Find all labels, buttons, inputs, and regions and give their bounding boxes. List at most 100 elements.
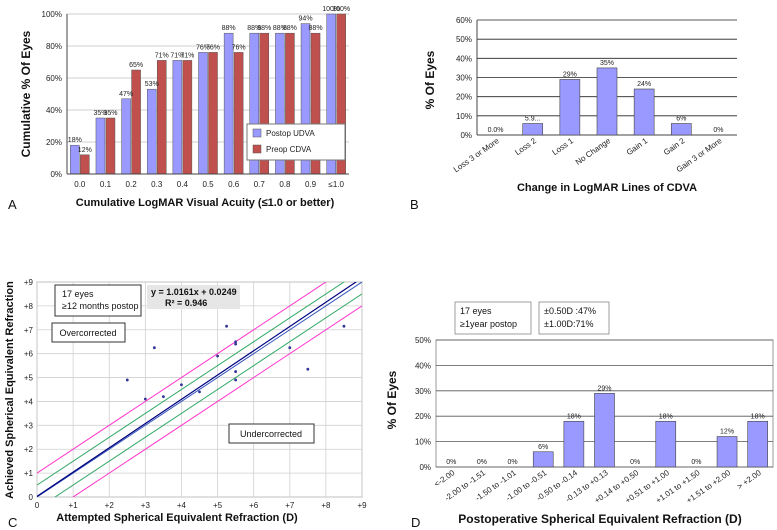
legend-swatch-preop <box>252 144 262 154</box>
x-tick-label: Loss 2 <box>513 136 538 157</box>
bar <box>596 67 618 136</box>
bar-postop-udva <box>95 117 106 175</box>
chart-d-postop-refraction: 0%10%20%30%40%50%0%<-2.000%-2.00 to -1.5… <box>385 301 774 526</box>
undercorrected-box <box>228 423 315 444</box>
x-axis-title: Change in LogMAR Lines of CDVA <box>517 182 697 194</box>
line-regression <box>37 282 358 497</box>
x-tick-label: +7 <box>285 501 295 510</box>
y-tick-label: 30% <box>456 74 472 83</box>
data-label-postop: 94% <box>299 16 313 23</box>
legend: Postop UDVA Preop CDVA <box>246 123 346 161</box>
accuracy-half-diopter: ±0.50D :47% <box>544 306 596 316</box>
note-followup: ≥1year postop <box>460 319 517 329</box>
scatter-point <box>225 324 228 328</box>
note-eyes: 17 eyes <box>460 306 492 316</box>
y-tick-label: 30% <box>415 387 431 396</box>
x-tick-label: +1 <box>69 501 79 510</box>
line-plus-minus-0-5d <box>37 282 345 486</box>
bar-preop-cdva <box>131 69 141 175</box>
y-tick-label: 20% <box>415 412 431 421</box>
y-tick-label: +2 <box>24 445 34 454</box>
legend-swatch-postop <box>252 128 262 138</box>
x-tick-label: 0.4 <box>177 180 189 189</box>
bar <box>747 420 768 468</box>
y-tick-label: 100% <box>42 10 62 19</box>
equation-box <box>147 285 240 309</box>
x-tick-label: +8 <box>321 501 331 510</box>
y-axis-title: % Of Eyes <box>423 50 437 109</box>
y-tick-label: +5 <box>24 374 34 383</box>
data-label-preop: 71% <box>180 52 194 59</box>
data-label: 18% <box>751 413 765 420</box>
scatter-point <box>216 354 219 358</box>
scatter-point <box>125 378 129 382</box>
undercorrected-label: Undercorrected <box>240 429 302 439</box>
y-axis-title: Cumulative % Of Eyes <box>19 30 33 157</box>
scatter-point <box>288 346 292 350</box>
data-label-postop: 88% <box>247 25 261 32</box>
data-label: 24% <box>637 81 651 88</box>
y-tick-label: 10% <box>415 438 431 447</box>
bar <box>716 436 738 468</box>
x-tick-label: <-2.00 <box>433 468 457 489</box>
data-label-preop: 65% <box>129 62 143 69</box>
x-tick-label: +4 <box>177 501 187 510</box>
overcorrected-label: Overcorrected <box>59 328 116 338</box>
bar-preop-cdva <box>80 154 90 175</box>
data-label: 12% <box>720 429 734 436</box>
data-label: 29% <box>597 385 611 392</box>
scatter-point <box>234 370 238 373</box>
x-tick-label: Loss 3 or More <box>452 136 501 174</box>
data-label-preop: 100% <box>332 6 350 13</box>
data-label-preop: 88% <box>283 25 297 32</box>
y-tick-label: 60% <box>46 74 62 83</box>
y-tick-label: 50% <box>456 35 472 44</box>
overcorrected-box <box>51 322 126 343</box>
data-label: 0% <box>691 459 701 466</box>
data-label-postop: 88% <box>273 25 287 32</box>
x-axis-title: Cumulative LogMAR Visual Acuity (≤1.0 or… <box>76 197 335 209</box>
bar-postop-udva <box>198 52 208 175</box>
x-tick-label: +3 <box>141 501 151 510</box>
data-label-preop: 76% <box>232 44 246 51</box>
data-label: 18% <box>659 413 673 420</box>
x-tick-label: +9 <box>357 501 367 510</box>
scatter-point <box>152 346 156 350</box>
data-label: 18% <box>567 413 581 420</box>
data-label: 0% <box>713 127 723 134</box>
y-tick-label: +6 <box>24 350 34 359</box>
chart-b-change-in-lines: 0% 10% 20% 30% 40% 50% 60% 0.0% Loss 3 or More 5.… <box>423 16 737 194</box>
data-label: 6% <box>538 444 548 451</box>
bar <box>559 79 581 136</box>
y-tick-label: +9 <box>24 278 34 287</box>
x-tick-label: +5 <box>213 501 223 510</box>
bar <box>655 420 677 468</box>
scatter-point <box>234 340 238 344</box>
y-tick-label: 80% <box>46 42 62 51</box>
x-tick-label: 0 <box>35 501 40 510</box>
bar-postop-udva <box>121 98 131 175</box>
scatter-point <box>306 367 310 371</box>
data-label: 35% <box>600 60 614 67</box>
data-label-postop: 53% <box>145 81 159 88</box>
line-plus-minus-0-5d <box>54 293 362 497</box>
x-tick-label: 0.2 <box>126 180 138 189</box>
legend-label-postop: Postop UDVA <box>266 129 315 138</box>
panel-letter-c: C <box>8 515 17 530</box>
bar <box>563 420 585 468</box>
data-label-preop: 12% <box>78 147 92 154</box>
data-label: 0.0% <box>488 127 504 134</box>
y-tick-label: 10% <box>456 112 472 121</box>
bar <box>594 393 615 468</box>
y-tick-label: 60% <box>456 16 472 25</box>
data-label: 6% <box>676 116 686 123</box>
panel-letter-d: D <box>411 515 420 530</box>
y-tick-label: +7 <box>24 326 34 335</box>
bar <box>670 123 692 136</box>
data-label-postop: 35% <box>93 110 107 117</box>
y-tick-label: 0% <box>50 170 62 179</box>
x-tick-label: > +2.00 <box>735 468 763 491</box>
data-label-preop: 88% <box>257 25 271 32</box>
note-box <box>454 301 532 335</box>
y-tick-label: 0 <box>29 493 34 502</box>
